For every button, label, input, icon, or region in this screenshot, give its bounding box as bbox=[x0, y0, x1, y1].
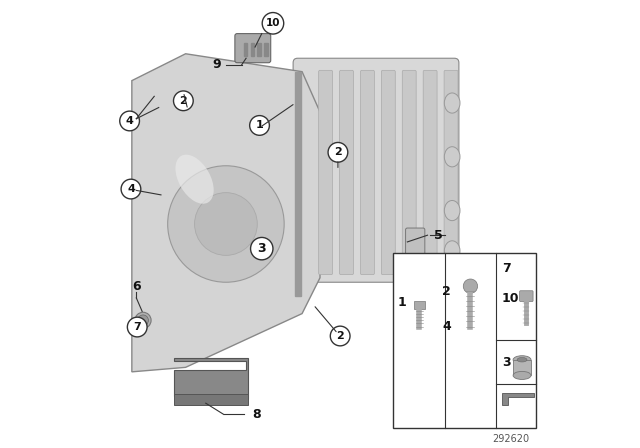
FancyBboxPatch shape bbox=[520, 291, 533, 302]
Ellipse shape bbox=[444, 147, 460, 167]
Text: 7: 7 bbox=[133, 322, 141, 332]
Text: 10: 10 bbox=[502, 292, 520, 305]
Circle shape bbox=[120, 111, 140, 131]
Ellipse shape bbox=[513, 371, 531, 379]
Text: 9: 9 bbox=[212, 58, 221, 72]
Text: 2: 2 bbox=[334, 147, 342, 157]
FancyBboxPatch shape bbox=[444, 70, 458, 275]
Bar bbox=[257, 43, 261, 56]
FancyBboxPatch shape bbox=[360, 70, 374, 275]
Circle shape bbox=[168, 166, 284, 282]
Bar bbox=[414, 301, 425, 309]
FancyBboxPatch shape bbox=[319, 70, 333, 275]
Ellipse shape bbox=[444, 241, 460, 261]
Text: 292620: 292620 bbox=[492, 434, 529, 444]
Text: 10: 10 bbox=[266, 18, 280, 28]
Text: 6: 6 bbox=[132, 280, 141, 293]
Circle shape bbox=[262, 13, 284, 34]
Text: 1: 1 bbox=[397, 296, 406, 309]
Bar bbox=[393, 253, 536, 428]
Circle shape bbox=[463, 279, 477, 293]
Circle shape bbox=[250, 116, 269, 135]
Ellipse shape bbox=[175, 155, 214, 204]
Text: 4: 4 bbox=[127, 184, 135, 194]
Text: 8: 8 bbox=[252, 408, 260, 421]
Circle shape bbox=[328, 142, 348, 162]
Circle shape bbox=[251, 237, 273, 260]
Circle shape bbox=[330, 326, 350, 346]
Circle shape bbox=[127, 317, 147, 337]
FancyBboxPatch shape bbox=[340, 70, 353, 275]
PathPatch shape bbox=[502, 393, 534, 405]
Ellipse shape bbox=[517, 358, 527, 362]
Bar bbox=[251, 43, 254, 56]
FancyBboxPatch shape bbox=[403, 70, 416, 275]
Bar bbox=[296, 72, 301, 296]
Text: 2: 2 bbox=[179, 96, 188, 106]
Text: 7: 7 bbox=[502, 263, 511, 276]
Circle shape bbox=[173, 91, 193, 111]
Ellipse shape bbox=[444, 93, 460, 113]
PathPatch shape bbox=[132, 54, 320, 372]
FancyBboxPatch shape bbox=[235, 34, 271, 63]
Ellipse shape bbox=[444, 201, 460, 221]
Circle shape bbox=[195, 193, 257, 255]
FancyBboxPatch shape bbox=[381, 70, 396, 275]
PathPatch shape bbox=[174, 358, 248, 399]
Text: 2: 2 bbox=[442, 285, 451, 298]
FancyBboxPatch shape bbox=[293, 58, 459, 282]
Ellipse shape bbox=[513, 356, 531, 364]
Text: 5: 5 bbox=[435, 228, 443, 242]
Bar bbox=[244, 43, 248, 56]
Circle shape bbox=[121, 179, 141, 199]
Bar bbox=[264, 43, 268, 56]
Text: 4: 4 bbox=[442, 320, 451, 333]
Bar bbox=[513, 360, 531, 375]
FancyBboxPatch shape bbox=[423, 70, 437, 275]
Text: 1: 1 bbox=[255, 121, 264, 130]
Text: 4: 4 bbox=[125, 116, 134, 126]
Bar bbox=[174, 394, 248, 405]
Text: 3: 3 bbox=[502, 356, 511, 369]
Text: 3: 3 bbox=[257, 242, 266, 255]
Circle shape bbox=[138, 315, 148, 326]
Circle shape bbox=[135, 312, 151, 328]
FancyBboxPatch shape bbox=[406, 228, 425, 256]
Text: 2: 2 bbox=[336, 331, 344, 341]
